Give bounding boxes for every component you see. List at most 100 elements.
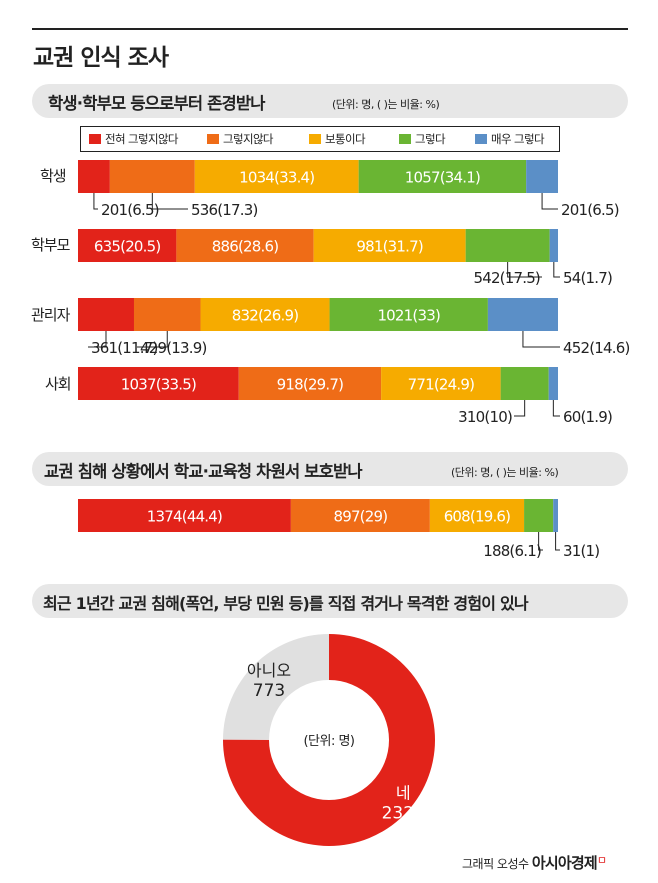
section2-header-bar: [32, 452, 628, 486]
respect-value-label: 60(1.9): [563, 408, 612, 426]
respect-bar-r2-s3: [329, 298, 488, 331]
brand-mark-icon: ㅁ: [596, 854, 607, 867]
respect-leader-line: [88, 331, 107, 348]
donut-center-label: (단위: 명): [303, 734, 354, 749]
legend-label: 전혀 그렇지않다: [105, 132, 179, 146]
respect-bar-r3-s2: [381, 367, 501, 400]
respect-value-label: 1037(33.5): [121, 376, 196, 394]
legend-swatch: [89, 134, 101, 144]
respect-value-label: 886(28.6): [212, 238, 279, 256]
respect-value-label: 452(14.6): [563, 339, 630, 357]
top-rule: [32, 28, 628, 30]
protect-bar-r0-s0: [78, 499, 291, 532]
donut-slice-value: 2325: [382, 803, 425, 823]
legend-swatch: [207, 134, 219, 144]
respect-value-label: 429(13.9): [140, 339, 207, 357]
respect-value-label: 201(6.5): [561, 201, 619, 219]
respect-bar-r3-s3: [500, 367, 549, 400]
respect-leader-line: [553, 262, 560, 278]
respect-bar-r2-s0: [78, 298, 134, 331]
protect-bar-r0-s1: [290, 499, 430, 532]
respect-leader-line: [137, 331, 168, 348]
respect-bar-r0-s0: [78, 160, 110, 193]
legend: 전혀 그렇지않다 그렇지않다 보통이다 그렇다 매우 그렇다: [80, 126, 560, 152]
legend-label: 매우 그렇다: [491, 132, 545, 146]
respect-bar-r1-s2: [313, 229, 466, 262]
respect-leader-line: [552, 400, 560, 417]
respect-value-label: 536(17.3): [191, 201, 258, 219]
protect-value-label: 188(6.1): [483, 542, 541, 560]
respect-value-label: 542(17.5): [473, 269, 540, 287]
section1-unit-note: (단위: 명, ( )는 비율: %): [332, 98, 440, 111]
respect-leader-line: [541, 193, 558, 210]
respect-value-label: 54(1.7): [563, 269, 612, 287]
legend-swatch: [399, 134, 411, 144]
donut-slice-value: 773: [253, 681, 285, 701]
protect-bar-r0-s4: [553, 499, 558, 532]
row-label-student: 학생: [40, 167, 67, 185]
respect-value-label: 771(24.9): [408, 376, 475, 394]
legend-swatch: [475, 134, 487, 144]
donut-slice-label: 아니오: [247, 661, 291, 680]
protect-leader-line: [538, 532, 543, 551]
section2-unit-note: (단위: 명, ( )는 비율: %): [451, 466, 559, 479]
respect-value-label: 635(20.5): [94, 238, 161, 256]
protect-leader-line: [555, 532, 560, 551]
respect-value-label: 918(29.7): [277, 376, 344, 394]
respect-leader-line: [522, 331, 560, 348]
section3-title: 최근 1년간 교권 침해(폭언, 부당 민원 등)를 직접 겪거나 목격한 경험…: [43, 594, 529, 613]
respect-bar-r3-s1: [238, 367, 382, 400]
legend-label: 그렇지않다: [223, 132, 274, 146]
respect-value-label: 1057(34.1): [405, 169, 480, 187]
respect-leader-line: [151, 193, 188, 210]
respect-value-label: 832(26.9): [232, 307, 299, 325]
respect-bar-r1-s0: [78, 229, 177, 262]
protect-value-label: 1374(44.4): [147, 508, 222, 526]
respect-bar-r1-s3: [465, 229, 550, 262]
respect-bar-r0-s3: [358, 160, 527, 193]
protect-bar-r0-s2: [429, 499, 525, 532]
respect-value-label: 1021(33): [377, 307, 440, 325]
respect-bar-r1-s4: [549, 229, 558, 262]
donut-slice-label: 네: [396, 783, 411, 802]
respect-bar-r3-s0: [78, 367, 239, 400]
row-label-admin: 관리자: [31, 306, 70, 324]
respect-value-label: 361(11.7): [91, 339, 158, 357]
row-label-parent: 학부모: [31, 236, 70, 254]
main-title: 교권 인식 조사: [33, 45, 169, 71]
brand-name: 아시아경제: [531, 854, 598, 872]
section2-title: 교권 침해 상황에서 학교·교육청 차원서 보호받나: [44, 462, 363, 481]
respect-bar-r0-s1: [109, 160, 195, 193]
credit: 그래픽 오성수 아시아경제ㅁ: [462, 852, 607, 873]
section1-title: 학생·학부모 등으로부터 존경받나: [48, 94, 265, 113]
legend-label: 그렇다: [415, 132, 446, 146]
respect-bar-r2-s2: [200, 298, 330, 331]
section3-header-bar: [32, 584, 628, 618]
respect-bar-r2-s1: [133, 298, 201, 331]
respect-leader-line: [514, 400, 526, 417]
respect-bar-r0-s2: [194, 160, 359, 193]
legend-label: 보통이다: [325, 132, 366, 146]
credit-prefix: 그래픽 오성수: [462, 857, 529, 871]
respect-value-label: 201(6.5): [101, 201, 159, 219]
donut-slice-0: [223, 634, 435, 847]
respect-leader-line: [507, 262, 542, 278]
respect-bar-r2-s4: [487, 298, 558, 331]
legend-swatch: [309, 134, 321, 144]
protect-value-label: 897(29): [333, 508, 387, 526]
protect-bar-r0-s3: [524, 499, 554, 532]
respect-bar-r1-s1: [176, 229, 314, 262]
section1-header-bar: [32, 84, 628, 118]
respect-leader-line: [93, 193, 98, 210]
respect-value-label: 981(31.7): [356, 238, 423, 256]
respect-value-label: 310(10): [458, 408, 512, 426]
donut-slice-1: [223, 634, 329, 740]
respect-bar-r3-s4: [548, 367, 558, 400]
respect-bar-r0-s4: [526, 160, 558, 193]
protect-value-label: 608(19.6): [444, 508, 511, 526]
respect-value-label: 1034(33.4): [239, 169, 314, 187]
row-label-society: 사회: [45, 375, 72, 393]
protect-value-label: 31(1): [563, 542, 599, 560]
